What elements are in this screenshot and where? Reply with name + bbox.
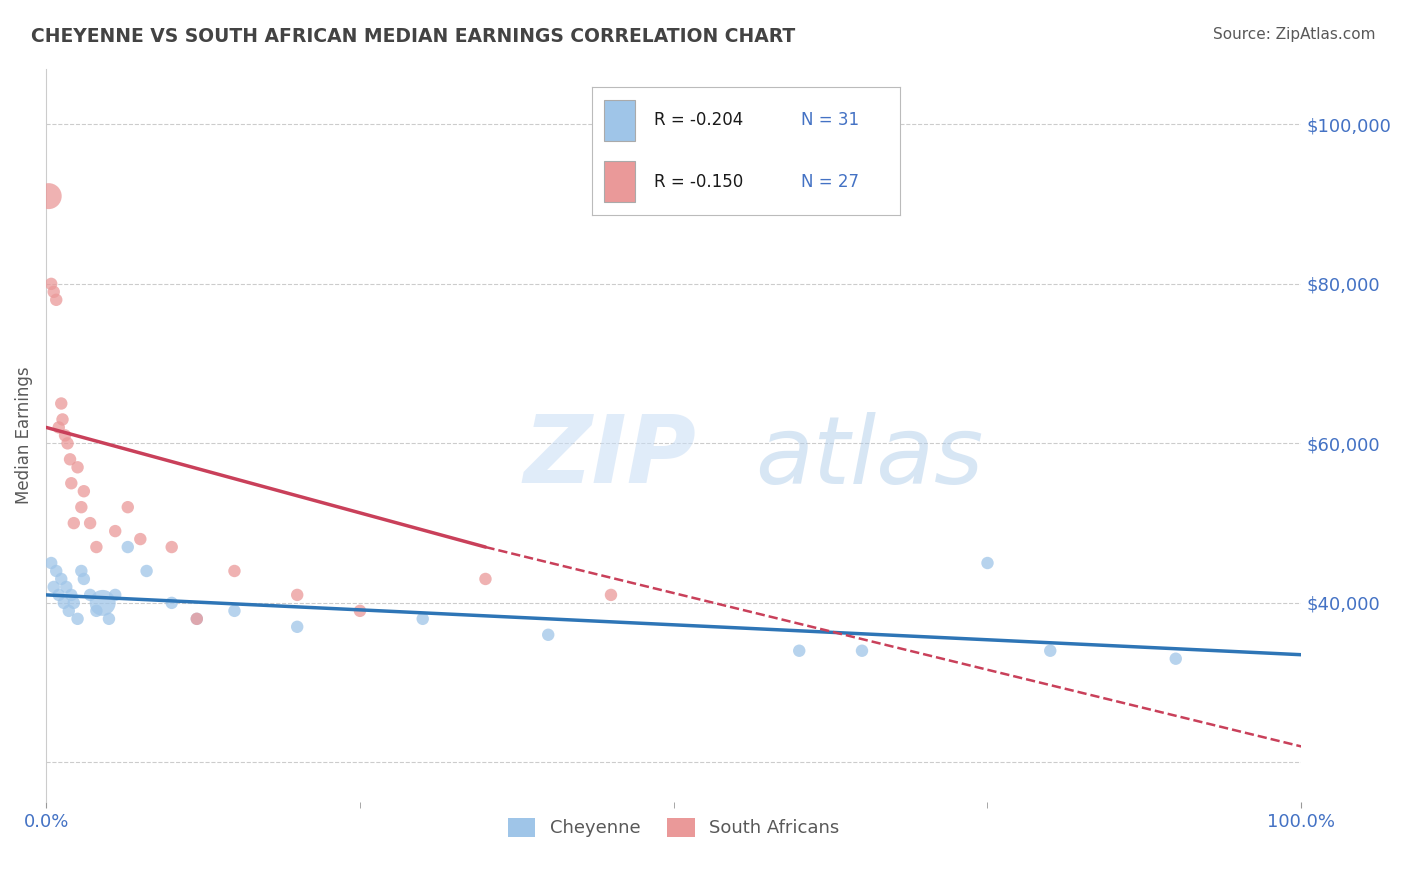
Point [39,556,62,570]
Text: atlas: atlas [755,412,984,503]
Point [129,532,152,546]
Point [851,644,873,658]
Legend: Cheyenne, South Africans: Cheyenne, South Africans [501,811,846,845]
Point [70,500,93,515]
Point [86,540,108,554]
Text: Source: ZipAtlas.com: Source: ZipAtlas.com [1212,27,1375,42]
Point [62,516,84,530]
Point [186,612,208,626]
Point [474,572,496,586]
Point [787,644,810,658]
Point [70,564,93,578]
Point [160,540,183,554]
Point [39,277,62,291]
Y-axis label: Median Earnings: Median Earnings [15,367,32,504]
Point [42,580,65,594]
Point [285,620,308,634]
Point [73,572,96,586]
Point [53,428,76,442]
Point [45,564,67,578]
Point [285,588,308,602]
Point [1164,651,1187,665]
Point [97,612,120,626]
Point [186,612,208,626]
Point [66,460,89,475]
Point [104,588,127,602]
Point [48,588,70,602]
Point [45,293,67,307]
Point [1039,644,1062,658]
Point [600,588,623,602]
Point [51,396,73,410]
Point [224,604,246,618]
Point [79,588,101,602]
Point [117,540,139,554]
Point [56,436,79,450]
Point [42,285,65,299]
Point [59,452,82,467]
Point [537,628,560,642]
Point [48,420,70,434]
Point [117,500,139,515]
Point [224,564,246,578]
Point [160,596,183,610]
Point [51,572,73,586]
Point [38,189,60,203]
Text: CHEYENNE VS SOUTH AFRICAN MEDIAN EARNINGS CORRELATION CHART: CHEYENNE VS SOUTH AFRICAN MEDIAN EARNING… [31,27,796,45]
Point [62,596,84,610]
Point [52,596,75,610]
Point [86,604,108,618]
Point [55,580,77,594]
Point [135,564,157,578]
Point [79,516,101,530]
Point [412,612,434,626]
Point [976,556,998,570]
Text: ZIP: ZIP [523,411,696,503]
Point [58,604,80,618]
Point [349,604,371,618]
Point [73,484,96,499]
Point [60,588,83,602]
Point [104,524,127,538]
Point [60,476,83,491]
Point [51,412,73,426]
Point [66,612,89,626]
Point [91,596,114,610]
